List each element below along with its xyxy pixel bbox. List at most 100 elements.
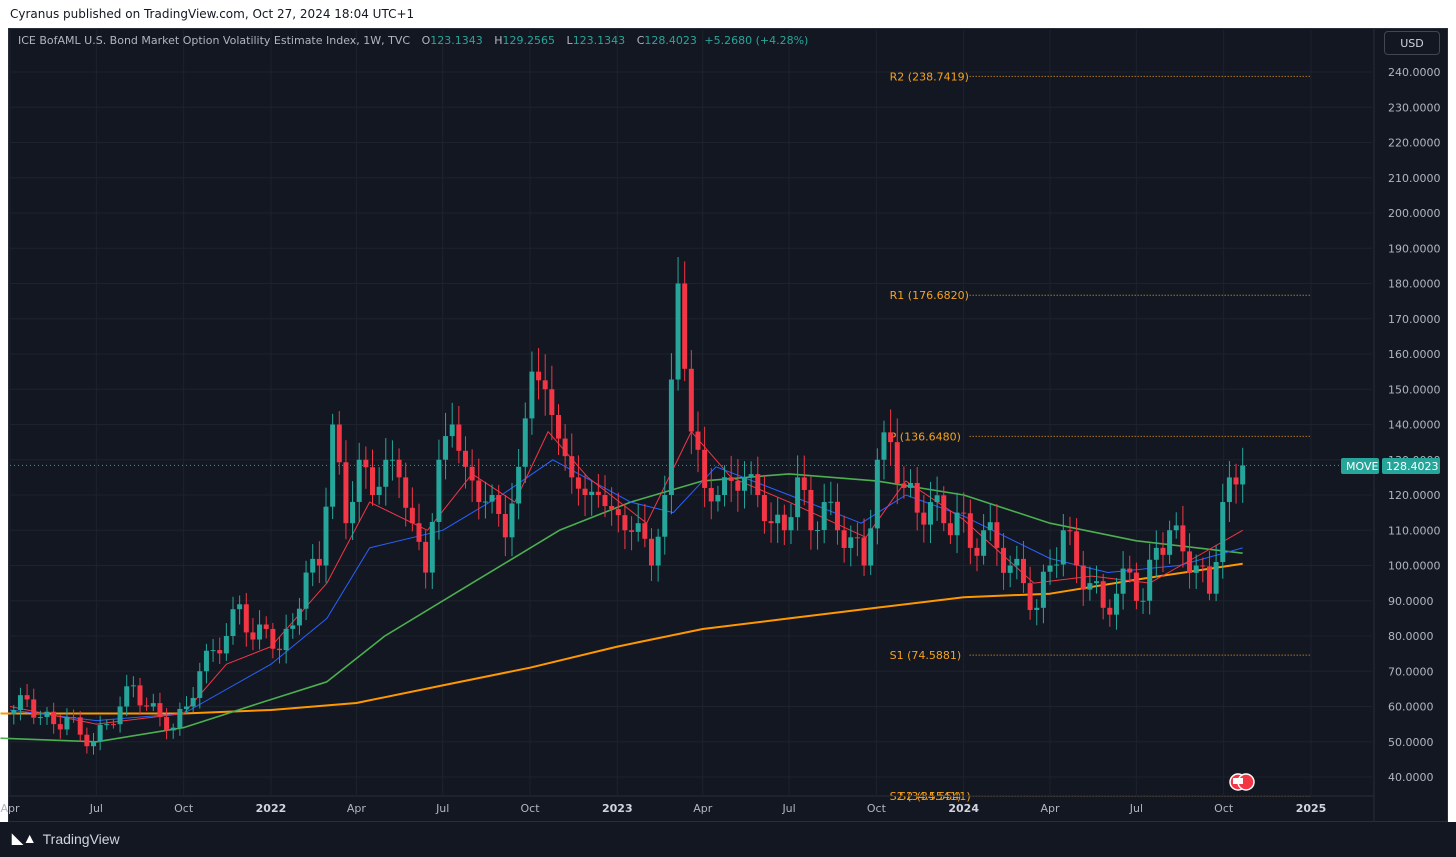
tradingview-brand[interactable]: ◣▲ TradingView [12, 830, 120, 847]
candle-up [1060, 530, 1066, 565]
candle-up [436, 459, 442, 522]
y-tick-label: 230.0000 [1388, 101, 1441, 114]
candle-up [1014, 558, 1020, 566]
candle-up [1240, 465, 1246, 485]
candle-down [57, 724, 63, 730]
candle-down [688, 368, 694, 432]
y-tick-label: 90.0000 [1388, 595, 1434, 608]
candle-down [363, 459, 369, 468]
candle-up [828, 501, 834, 503]
candle-down [542, 380, 548, 390]
x-tick-label: Apr [347, 802, 367, 815]
y-tick-label: 210.0000 [1388, 172, 1441, 185]
candle-up [104, 724, 110, 726]
tradingview-logo-icon: ◣▲ [12, 830, 37, 846]
x-tick-label: Oct [1214, 802, 1234, 815]
candle-up [376, 486, 382, 495]
candle-down [423, 541, 429, 573]
candle-up [1220, 502, 1226, 563]
candle-up [429, 521, 435, 573]
candle-up [715, 495, 721, 502]
candle-down [961, 512, 967, 514]
candle-up [443, 436, 449, 460]
candle-up [668, 379, 674, 495]
candle-up [589, 491, 595, 495]
x-tick-label: Jul [1129, 802, 1143, 815]
candle-up [788, 517, 794, 531]
candle-up [91, 741, 97, 747]
pivot-label: R1 (176.6820) [890, 289, 969, 302]
candle-up [954, 512, 960, 536]
candle-down [144, 705, 150, 707]
candle-down [629, 530, 635, 532]
candle-down [409, 507, 415, 524]
y-tick-label: 150.0000 [1388, 383, 1441, 396]
candle-up [356, 459, 362, 502]
candle-down [51, 711, 57, 725]
y-tick-label: 80.0000 [1388, 630, 1434, 643]
x-tick-label: Jul [435, 802, 449, 815]
candle-down [834, 501, 840, 531]
candle-down [1074, 531, 1080, 566]
candle-down [569, 456, 575, 478]
candle-down [582, 488, 588, 495]
candle-up [330, 424, 336, 507]
x-tick-label: 2022 [256, 802, 287, 815]
candle-down [562, 438, 568, 457]
candle-up [874, 459, 880, 529]
candle-up [662, 495, 668, 537]
candle-down [403, 477, 409, 508]
candle-down [648, 538, 654, 566]
candle-down [1080, 565, 1086, 590]
candle-down [369, 467, 375, 495]
candle-down [974, 547, 980, 556]
candle-up [722, 477, 728, 495]
candle-down [994, 522, 1000, 548]
candle-down [967, 513, 973, 548]
candle-up [1226, 477, 1232, 503]
candle-down [575, 477, 581, 489]
candle-down [622, 515, 628, 531]
currency-button[interactable]: USD [1384, 31, 1440, 55]
candle-down [888, 432, 894, 443]
candle-up [1153, 547, 1159, 560]
candle-down [1133, 572, 1139, 601]
legend-open-value: 123.1343 [430, 34, 483, 47]
candle-up [170, 727, 176, 731]
candle-down [1200, 565, 1206, 567]
candle-down [1233, 477, 1239, 485]
candle-up [741, 477, 747, 491]
candle-up [1087, 583, 1093, 590]
candle-up [522, 418, 528, 467]
legend-close-label: C [636, 34, 645, 47]
y-tick-label: 140.0000 [1388, 419, 1441, 432]
candle-down [914, 482, 920, 513]
candle-up [303, 572, 309, 609]
y-tick-label: 110.0000 [1388, 524, 1441, 537]
y-tick-label: 120.0000 [1388, 489, 1441, 502]
candle-down [615, 509, 621, 516]
candle-down [609, 506, 615, 510]
candle-up [675, 283, 681, 380]
candle-up [203, 650, 209, 672]
legend-low-label: L [566, 34, 573, 47]
candle-up [529, 371, 535, 419]
candle-up [290, 625, 296, 629]
candle-down [595, 491, 601, 495]
y-tick-label: 40.0000 [1388, 771, 1434, 784]
x-tick-label: Jul [781, 802, 795, 815]
candle-down [1206, 566, 1212, 594]
candle-down [1027, 583, 1033, 610]
candle-up [97, 724, 103, 742]
candle-up [482, 501, 488, 503]
events-icon-group [1229, 773, 1255, 791]
candle-up [11, 710, 17, 715]
candle-down [396, 459, 402, 478]
x-tick-label: Apr [0, 802, 20, 815]
candle-up [1040, 571, 1046, 608]
candle-up [150, 703, 156, 707]
candle-down [941, 495, 947, 524]
candle-down [808, 489, 814, 531]
price-tag-bg [1382, 458, 1440, 474]
